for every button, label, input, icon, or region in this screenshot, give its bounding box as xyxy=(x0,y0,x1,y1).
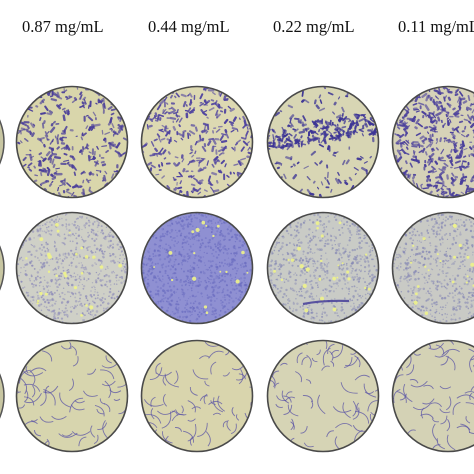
plate-r0-c3 xyxy=(393,87,474,197)
plate-r2-c1 xyxy=(142,341,252,451)
edge-plate-row-0 xyxy=(0,119,5,165)
column-header-0.87: 0.87 mg/mL xyxy=(22,17,104,36)
plate-r1-c3 xyxy=(393,213,474,323)
edge-plate-row-2 xyxy=(0,373,5,419)
plate-r1-c1 xyxy=(142,213,252,323)
column-header-0.22: 0.22 mg/mL xyxy=(273,17,355,36)
plate-r1-c0 xyxy=(17,213,127,323)
plate-r2-c2 xyxy=(268,341,378,451)
column-header-0.11: 0.11 mg/mL xyxy=(398,17,474,36)
plate-r2-c0 xyxy=(17,341,127,451)
plate-r0-c0 xyxy=(17,87,127,197)
column-header-0.44: 0.44 mg/mL xyxy=(148,17,230,36)
plate-r1-c2 xyxy=(268,213,378,323)
plate-r0-c2 xyxy=(268,87,378,197)
plate-r2-c3 xyxy=(393,341,474,451)
edge-plate-row-1 xyxy=(0,245,5,291)
